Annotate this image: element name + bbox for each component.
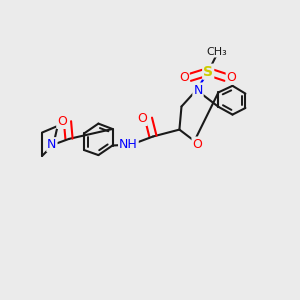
Text: O: O bbox=[57, 115, 67, 128]
Text: O: O bbox=[193, 137, 202, 151]
Text: CH₃: CH₃ bbox=[206, 47, 227, 57]
Text: S: S bbox=[203, 65, 213, 79]
Text: O: O bbox=[227, 71, 236, 84]
Text: NH: NH bbox=[119, 138, 138, 151]
Text: N: N bbox=[47, 138, 57, 151]
Text: O: O bbox=[179, 71, 189, 84]
Text: O: O bbox=[137, 112, 147, 125]
Text: N: N bbox=[193, 83, 203, 97]
